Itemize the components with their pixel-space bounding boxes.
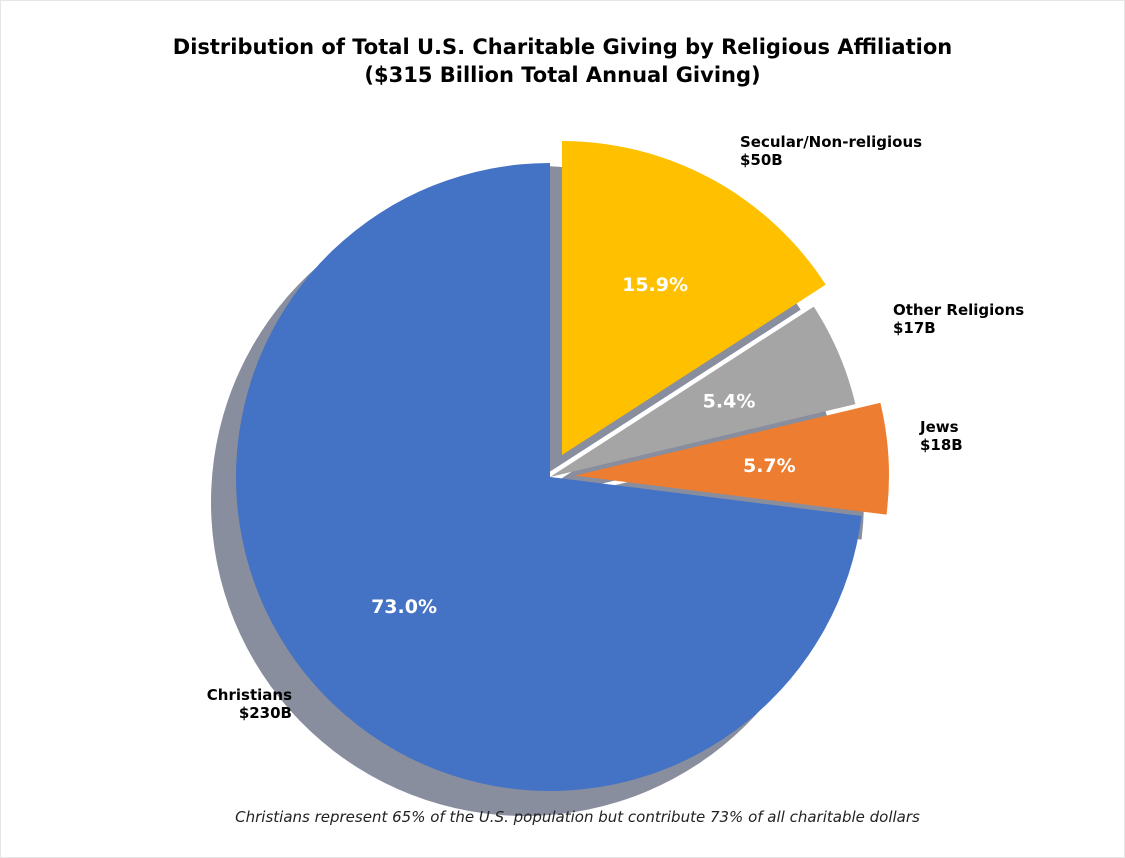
percent-label-other-religions: 5.4% xyxy=(703,390,756,412)
chart-title: Distribution of Total U.S. Charitable Gi… xyxy=(172,35,953,59)
pie-slices xyxy=(236,141,889,791)
slice-label-jews: Jews $18B xyxy=(919,418,963,454)
slice-labels: Christians $230B Jews $18B Other Religions $1… xyxy=(207,133,1024,722)
slice-label-other-religions: Other Religions $17B xyxy=(893,301,1024,337)
chart-subtitle: ($315 Billion Total Annual Giving) xyxy=(364,63,761,87)
slice-other-religions xyxy=(550,306,856,477)
slice-christians xyxy=(236,163,862,791)
percent-label-secular-non-religious: 15.9% xyxy=(622,274,688,296)
percent-label-jews: 5.7% xyxy=(743,455,796,477)
percent-label-christians: 73.0% xyxy=(371,596,437,618)
slice-label-secular-non-religious: Secular/Non-religious $50B xyxy=(740,133,922,169)
percent-labels: 73.0% 5.7% 5.4% 15.9% xyxy=(371,274,796,618)
slice-secular-non-religious xyxy=(561,141,826,456)
slice-jews xyxy=(574,402,889,515)
slice-label-christians: Christians $230B xyxy=(207,686,292,722)
chart-caption: Christians represent 65% of the U.S. pop… xyxy=(235,808,920,826)
